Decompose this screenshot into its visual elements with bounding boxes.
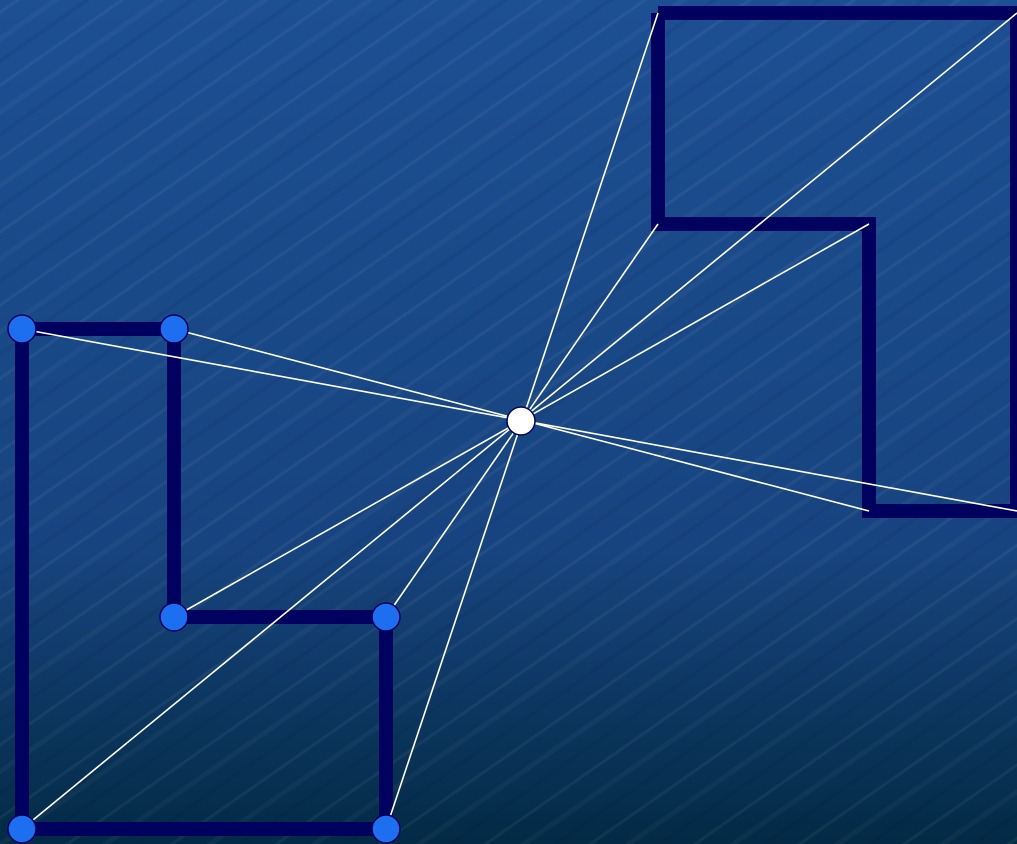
vertex-bottom-right: [371, 814, 401, 844]
vertex-bottom-left: [7, 814, 37, 844]
vertex-step-right: [371, 602, 401, 632]
vertex-top-left: [7, 314, 37, 344]
polygon-vertices: [7, 314, 401, 844]
center-of-symmetry: [506, 406, 536, 436]
vertex-inner-corner: [159, 602, 189, 632]
vertex-top-right: [159, 314, 189, 344]
